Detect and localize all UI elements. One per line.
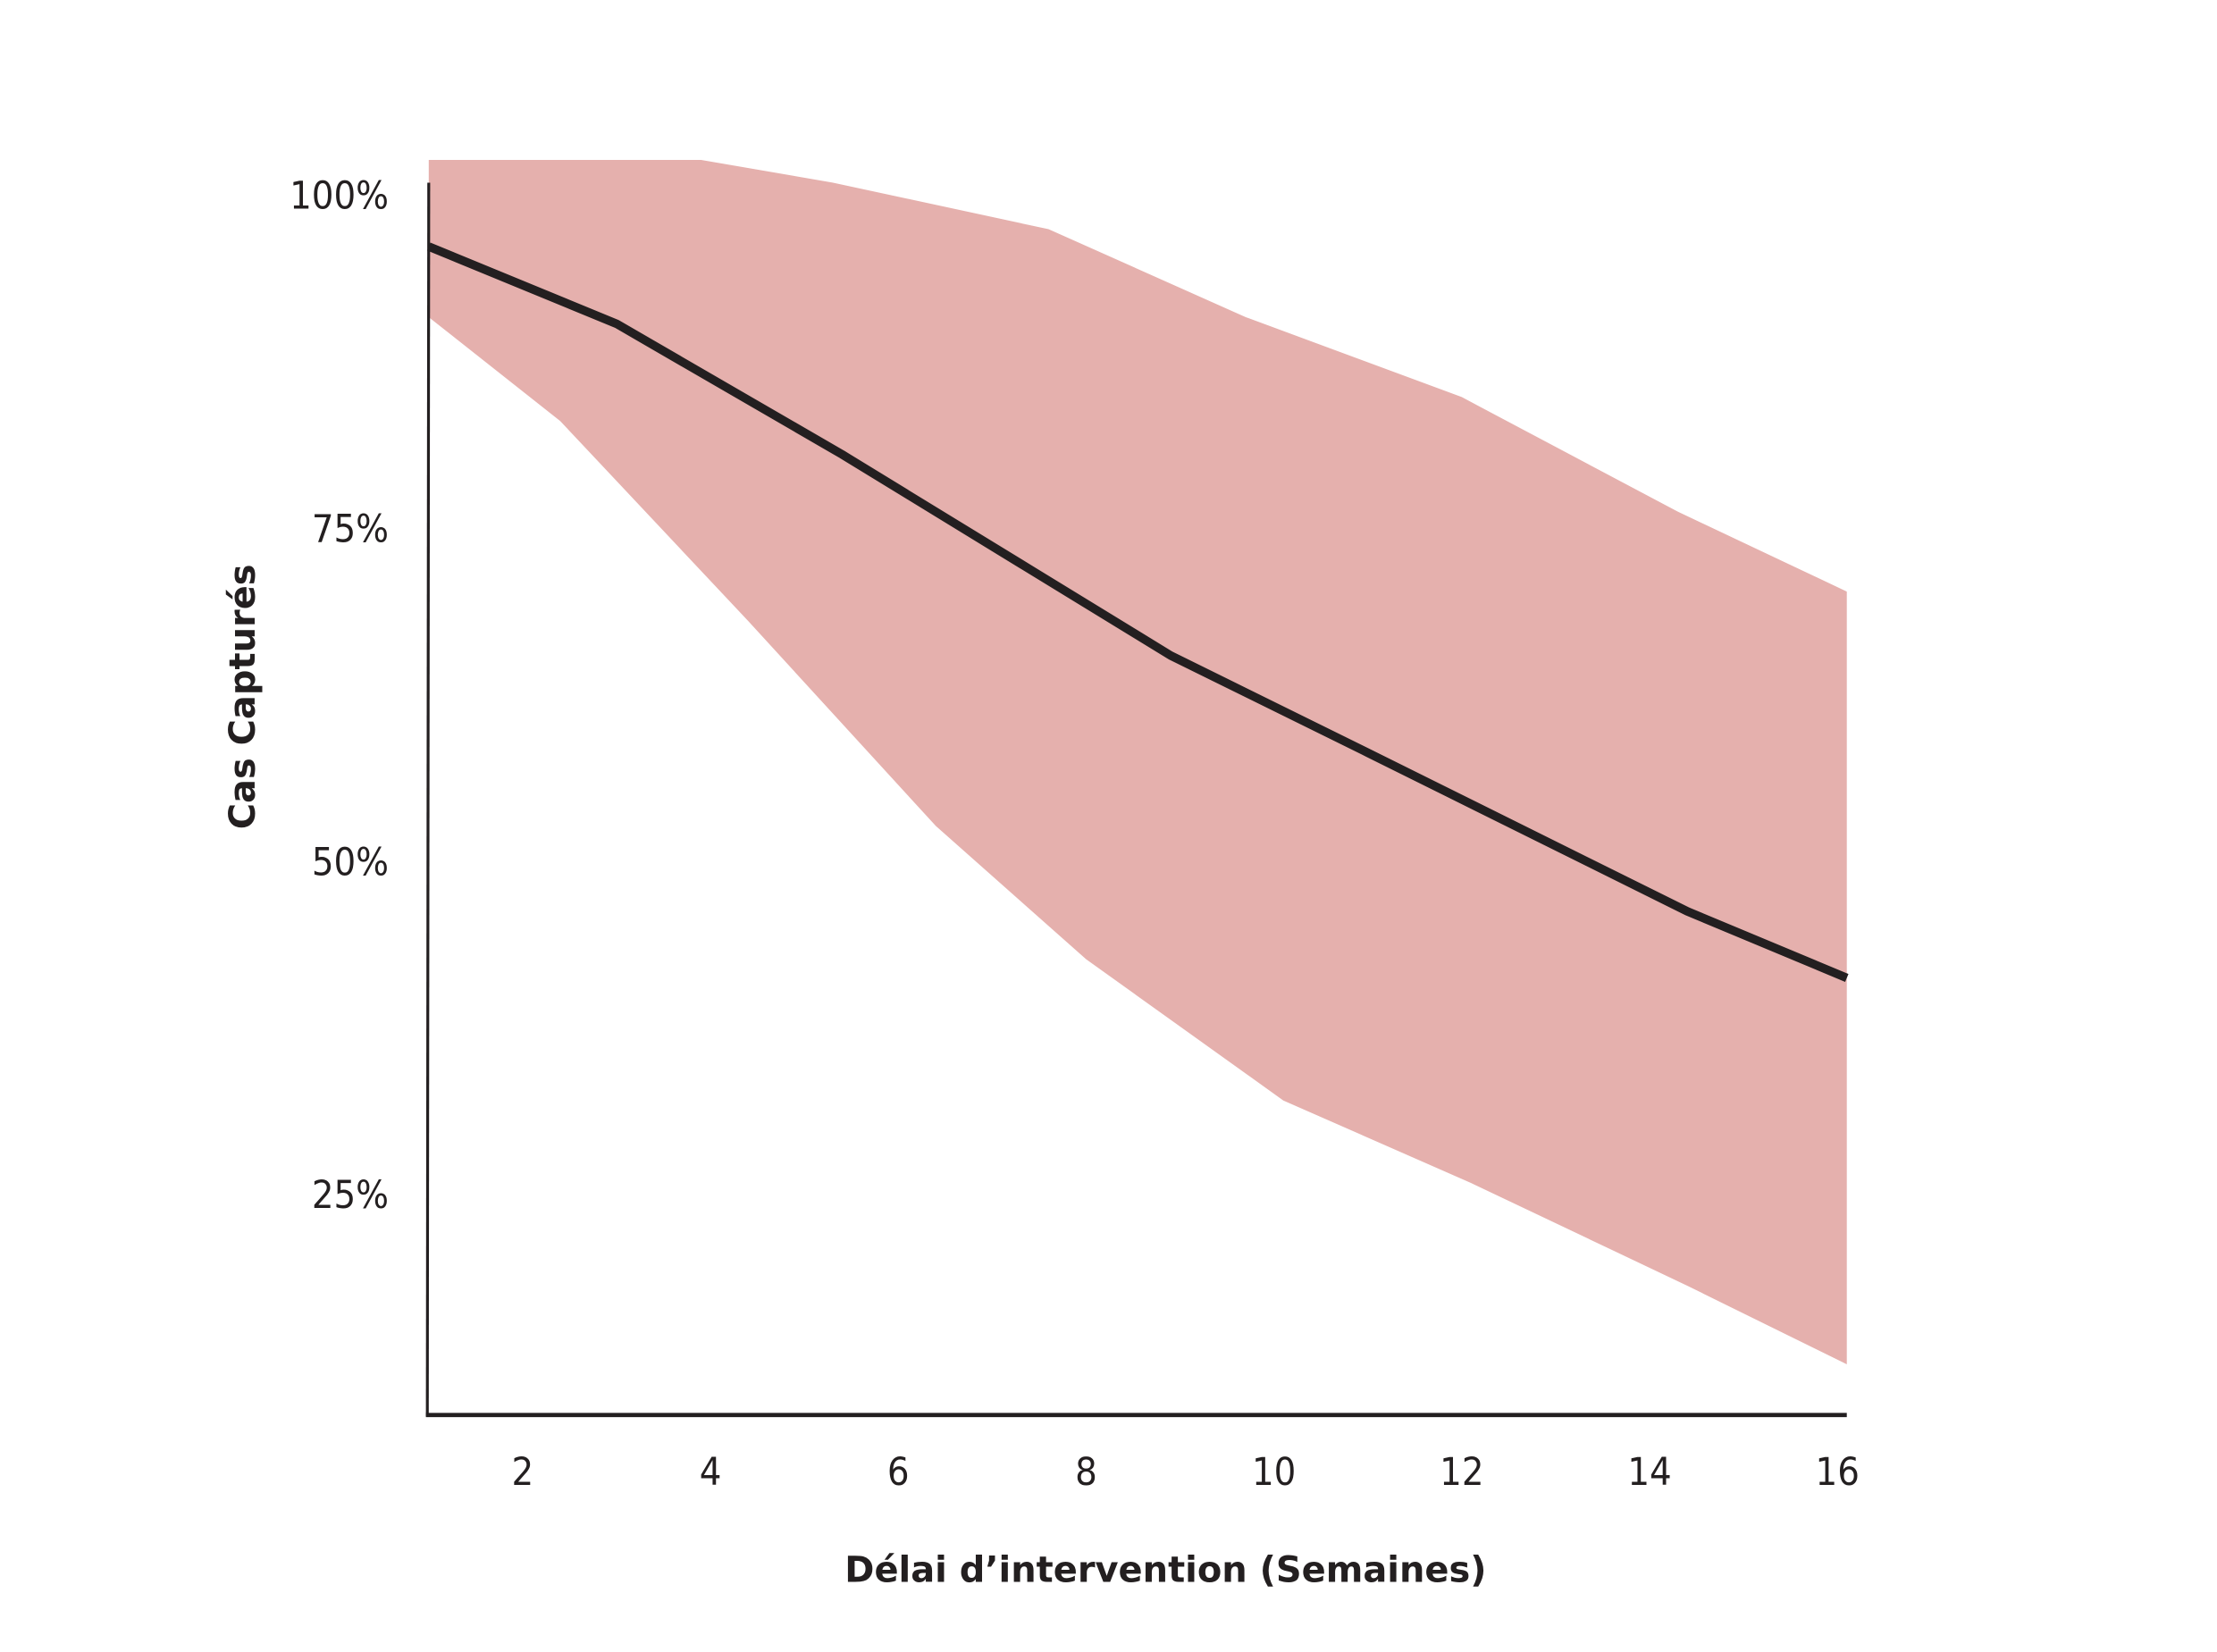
x-tick-label: 12 [1440, 1450, 1483, 1495]
y-axis-label: Cas Capturés [223, 564, 264, 829]
y-tick-label: 25% [312, 1173, 389, 1218]
x-tick-label: 8 [1075, 1450, 1097, 1495]
x-tick-label: 14 [1627, 1450, 1671, 1495]
y-tick-label: 50% [312, 840, 389, 885]
mean-line-layer [426, 242, 1849, 982]
y-tick-labels: 100% 75% 50% 25% [290, 174, 389, 1218]
x-tick-label: 6 [887, 1450, 910, 1495]
confidence-band [428, 159, 1847, 1364]
x-tick-label: 16 [1816, 1450, 1860, 1495]
x-tick-label: 10 [1252, 1450, 1296, 1495]
y-axis [425, 182, 431, 1417]
x-axis-label: Délai d’intervention (Semaines) [844, 1550, 1486, 1591]
x-tick-label: 2 [512, 1450, 534, 1495]
confidence-band-layer [428, 159, 1847, 1364]
x-tick-label: 4 [700, 1450, 722, 1495]
x-tick-labels: 2 4 6 8 10 12 14 16 [512, 1450, 1860, 1495]
y-tick-label: 75% [312, 507, 389, 552]
y-tick-label: 100% [290, 174, 389, 219]
